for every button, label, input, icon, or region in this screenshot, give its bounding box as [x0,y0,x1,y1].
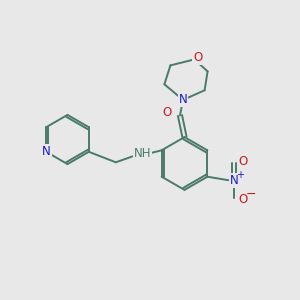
Text: O: O [194,51,202,64]
Text: +: + [236,170,244,180]
Text: O: O [238,155,248,168]
Text: N: N [42,145,51,158]
Text: O: O [238,193,248,206]
Text: NH: NH [134,147,152,160]
Text: −: − [246,188,256,201]
Text: O: O [163,106,172,119]
Text: N: N [230,174,239,187]
Text: N: N [178,93,188,106]
